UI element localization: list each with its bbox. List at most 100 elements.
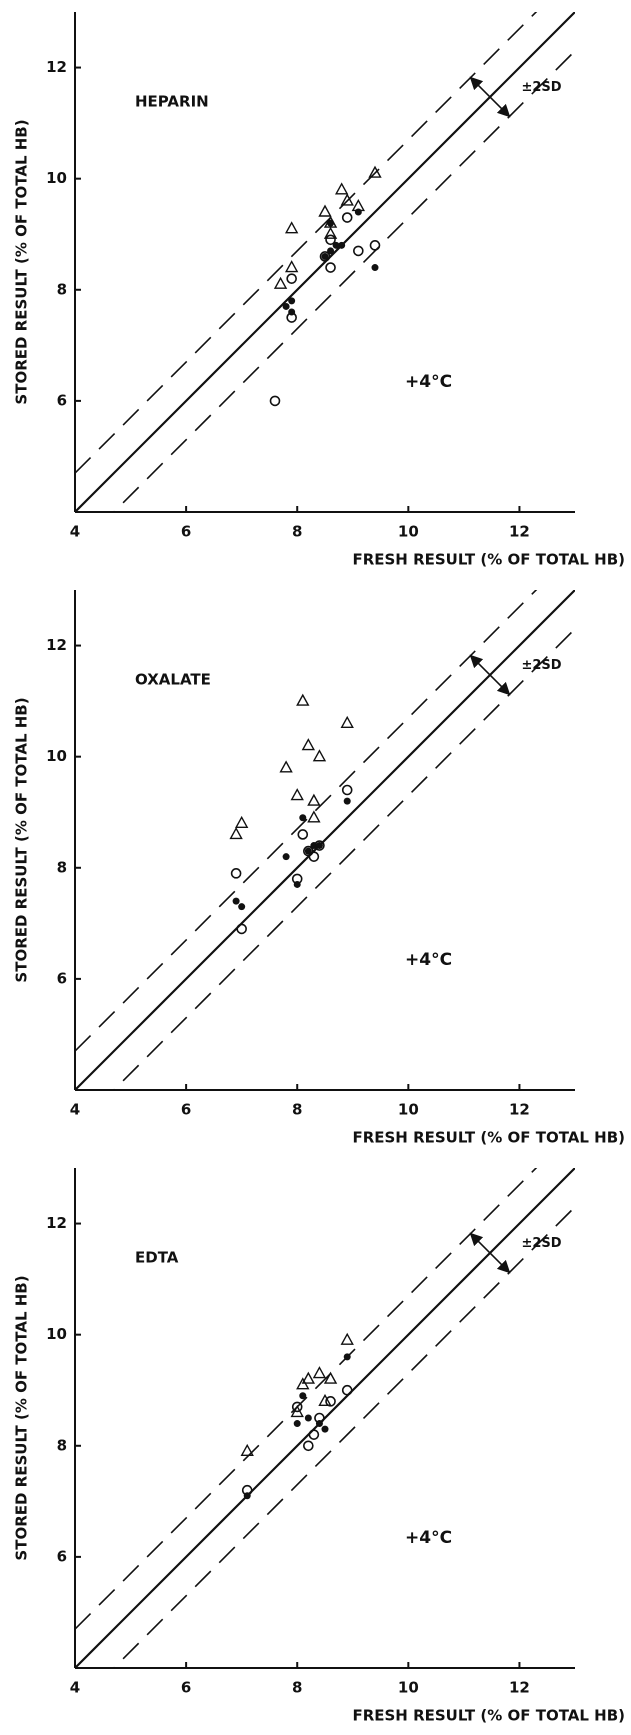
x-tick-label: 8 — [292, 523, 302, 541]
point-triangle — [284, 221, 299, 234]
sd-label: ±2SD — [521, 80, 561, 95]
point-triangle — [323, 226, 338, 239]
point-filled-circle — [282, 853, 290, 861]
point-filled-circle — [293, 880, 301, 888]
point-triangle — [290, 788, 304, 801]
point-filled-circle — [321, 1425, 329, 1433]
identity-line — [75, 590, 575, 1090]
x-tick-label: 6 — [181, 1101, 191, 1119]
point-triangle — [312, 1366, 327, 1379]
panel-title: HEPARIN — [135, 93, 209, 111]
y-tick-label: 6 — [57, 969, 67, 987]
point-open-circle — [341, 784, 353, 796]
y-axis-label: STORED RESULT (% OF TOTAL HB) — [13, 697, 31, 982]
sd-line — [112, 50, 575, 512]
point-triangle — [307, 793, 321, 806]
sd-arrow — [469, 1232, 511, 1274]
y-tick-label: 6 — [57, 391, 67, 409]
y-tick-label: 12 — [46, 58, 67, 76]
point-filled-circle — [310, 842, 318, 850]
point-filled-circle — [232, 897, 240, 905]
condition-label: +4°C — [405, 1528, 452, 1548]
point-open-circle — [308, 851, 320, 862]
point-triangle — [340, 715, 354, 729]
point-filled-circle — [282, 302, 290, 310]
point-open-circle — [303, 1440, 314, 1452]
point-filled-circle — [299, 1392, 307, 1400]
x-tick-label: 12 — [509, 523, 530, 541]
x-tick-label: 10 — [398, 1101, 419, 1119]
x-tick-label: 10 — [398, 1679, 419, 1697]
point-open-circle — [341, 1384, 353, 1396]
point-open-circle — [291, 1401, 303, 1413]
point-filled-circle — [304, 1414, 312, 1422]
x-axis-label: FRESH RESULT (% OF TOTAL HB) — [352, 551, 625, 569]
sd-line — [75, 12, 538, 474]
point-open-circle — [236, 923, 247, 935]
point-triangle — [234, 815, 249, 829]
point-filled-circle — [321, 252, 329, 260]
point-filled-circle — [315, 842, 323, 850]
point-filled-circle — [354, 208, 362, 216]
x-tick-label: 4 — [70, 1679, 80, 1697]
x-tick-label: 6 — [181, 523, 191, 541]
point-triangle — [307, 810, 321, 823]
x-tick-label: 8 — [292, 1679, 302, 1697]
point-triangle — [312, 749, 327, 762]
condition-label: +4°C — [405, 372, 452, 392]
x-axis-label: FRESH RESULT (% OF TOTAL HB) — [352, 1129, 625, 1147]
point-open-circle — [325, 234, 336, 246]
point-open-circle — [230, 868, 242, 879]
point-filled-circle — [327, 247, 335, 255]
point-filled-circle — [293, 1420, 301, 1428]
sd-line — [112, 1206, 575, 1668]
point-triangle — [301, 738, 316, 751]
x-tick-label: 4 — [70, 1101, 80, 1119]
point-filled-circle — [238, 903, 246, 911]
chart-panel: 4 6 8 10 12 6 8 10 12 FRESH RESULT (% OF TOTAL HB… — [13, 1168, 625, 1725]
sd-line — [112, 628, 575, 1090]
point-filled-circle — [371, 264, 379, 272]
point-filled-circle — [332, 241, 340, 249]
identity-line — [75, 1168, 575, 1668]
sd-label: ±2SD — [521, 1236, 561, 1251]
point-open-circle — [297, 829, 309, 840]
point-triangle — [290, 1404, 304, 1418]
x-tick-label: 6 — [181, 1679, 191, 1697]
y-tick-label: 10 — [46, 169, 67, 187]
panel-title: EDTA — [135, 1249, 179, 1267]
point-triangle — [279, 760, 293, 773]
y-tick-label: 8 — [57, 858, 67, 876]
point-open-circle — [341, 212, 353, 223]
x-tick-label: 12 — [509, 1679, 530, 1697]
x-tick-label: 12 — [509, 1101, 530, 1119]
y-tick-label: 8 — [57, 280, 67, 298]
y-tick-label: 12 — [46, 1214, 67, 1232]
point-triangle — [323, 1371, 338, 1384]
point-open-circle — [319, 251, 331, 262]
x-axis-label: FRESH RESULT (% OF TOTAL HB) — [352, 1707, 625, 1725]
y-tick-label: 8 — [57, 1436, 67, 1454]
point-triangle — [273, 276, 288, 289]
sd-arrow — [469, 654, 511, 696]
point-open-circle — [325, 1396, 336, 1407]
point-filled-circle — [343, 1353, 351, 1361]
point-open-circle — [308, 1429, 320, 1440]
point-triangle — [284, 260, 299, 273]
point-open-circle — [325, 262, 336, 273]
y-axis-label: STORED RESULT (% OF TOTAL HB) — [13, 119, 31, 404]
point-triangle — [229, 826, 243, 840]
point-open-circle — [353, 245, 364, 257]
point-triangle — [318, 204, 332, 217]
point-open-circle — [269, 395, 281, 407]
y-tick-label: 12 — [46, 636, 67, 654]
point-triangle — [340, 1332, 354, 1345]
panel-title: OXALATE — [135, 671, 211, 689]
point-triangle — [340, 193, 354, 206]
point-filled-circle — [304, 847, 312, 855]
point-filled-circle — [315, 1420, 323, 1428]
point-triangle — [368, 165, 382, 178]
point-filled-circle — [288, 308, 296, 316]
identity-line — [75, 12, 575, 512]
